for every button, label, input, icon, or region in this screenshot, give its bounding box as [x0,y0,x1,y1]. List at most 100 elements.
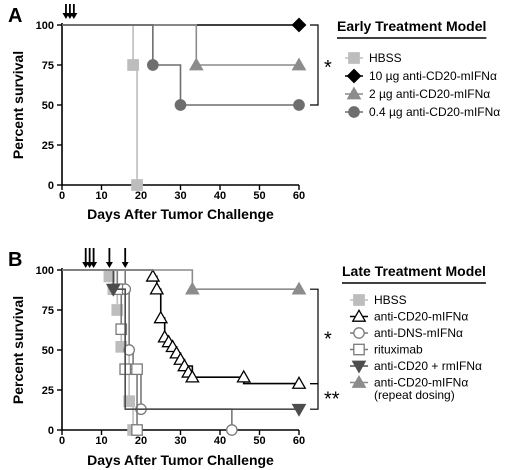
survival-point [103,270,116,283]
legend-marker [353,327,365,339]
significance-label: * [324,57,332,79]
survival-curve [62,24,138,185]
significance-label: * [324,328,332,350]
survival-point [291,376,307,389]
significance-bracket: * [310,288,332,385]
treatment-arrow-head [70,13,78,19]
x-tick-label: 50 [253,435,265,447]
survival-curve [62,269,299,411]
survival-point [111,304,124,316]
legend-label: (repeat dosing) [374,388,455,402]
survival-point [115,323,128,336]
survival-point [291,403,307,417]
legend-entry: HBSS [350,293,407,307]
legend-label: anti-CD20-mIFNα [374,376,468,390]
survival-point [145,268,161,282]
survival-point [147,59,159,71]
treatment-arrow-head [121,262,129,268]
series-2 [62,269,238,436]
significance-bracket: ** [310,383,340,410]
survival-point [184,281,200,295]
x-axis-title: Days After Tumor Challenge [87,452,274,468]
x-tick-label: 0 [59,435,65,447]
legend-entry: anti-CD20-mIFNα [350,308,468,324]
x-tick-label: 60 [293,435,305,447]
legend-entry: anti-CD20-mIFNα(repeat dosing) [350,374,468,402]
survival-point [184,369,200,383]
series-2 [62,24,307,71]
survival-curve [62,24,299,106]
x-tick-label: 30 [174,435,186,447]
survival-point [291,281,307,295]
y-tick-label: 75 [42,305,54,317]
survival-point [226,424,238,436]
bracket-line [310,24,319,106]
y-tick-label: 100 [36,20,54,32]
legend-entry: 0.4 µg anti-CD20-mIFNα [345,105,500,119]
y-tick-label: 100 [36,265,54,277]
legend-marker [351,360,367,374]
x-tick-label: 10 [95,435,107,447]
legend-label: HBSS [369,51,402,65]
survival-point [131,363,143,376]
x-tick-label: 60 [293,190,305,202]
legend-marker [346,86,362,100]
legend-entry: HBSS [345,51,402,65]
legend-entry: rituximab [350,343,423,357]
survival-point [131,424,143,436]
legend-label: anti-DNS-mIFNα [374,326,463,340]
survival-point [105,283,121,297]
legend-marker [353,343,365,356]
survival-point [149,281,165,295]
survival-point [293,99,305,111]
y-tick-label: 25 [42,140,54,152]
x-tick-label: 40 [214,435,226,447]
significance-bracket: * [310,24,332,106]
legend-label: anti-CD20 + rmIFNα [374,359,482,373]
legend-label: anti-CD20-mIFNα [374,310,468,324]
legend-entry: anti-DNS-mIFNα [350,326,463,340]
legend-label: 2 µg anti-CD20-mIFNα [369,87,490,101]
series-3 [62,24,305,111]
bracket-line [310,383,319,410]
series-0 [62,24,143,191]
survival-curve [62,269,233,430]
legend: Early Treatment Model HBSS 10 µg anti-CD20… [337,18,500,119]
series-5 [62,269,307,295]
y-tick-label: 75 [42,60,54,72]
panel-letter: A [8,5,22,27]
x-tick-label: 40 [214,190,226,202]
y-tick-label: 25 [42,385,54,397]
survival-curve [62,269,299,291]
legend-marker [351,308,367,322]
x-tick-label: 20 [135,435,147,447]
legend-label: 10 µg anti-CD20-mIFNα [369,69,497,83]
x-axis-title: Days After Tumor Challenge [87,206,274,222]
y-axis-title: Percent survival [10,296,26,404]
x-tick-label: 50 [253,190,265,202]
legend-marker [348,52,360,64]
survival-point [131,179,143,191]
x-tick-label: 10 [95,190,107,202]
legend-entry: anti-CD20 + rmIFNα [350,359,482,374]
series-1 [62,268,307,389]
x-tick-label: 30 [174,190,186,202]
legend-marker [351,374,367,388]
survival-point [123,395,135,408]
bracket-line [310,288,319,385]
legend-marker [346,68,362,84]
survival-point [236,369,252,383]
survival-point [153,310,169,324]
y-tick-label: 50 [42,345,54,357]
treatment-arrow-head [90,262,98,268]
series-4 [62,269,307,417]
y-tick-label: 0 [48,180,54,192]
survival-point [127,59,139,71]
survival-point [291,57,307,71]
panel-b: B 0 25 50 75 100 0 10 20 30 40 50 60 Days After Tumor… [8,248,486,468]
y-tick-label: 0 [48,425,54,437]
panel-letter: B [8,249,22,271]
legend-label: HBSS [374,293,407,307]
survival-curve [62,24,299,66]
